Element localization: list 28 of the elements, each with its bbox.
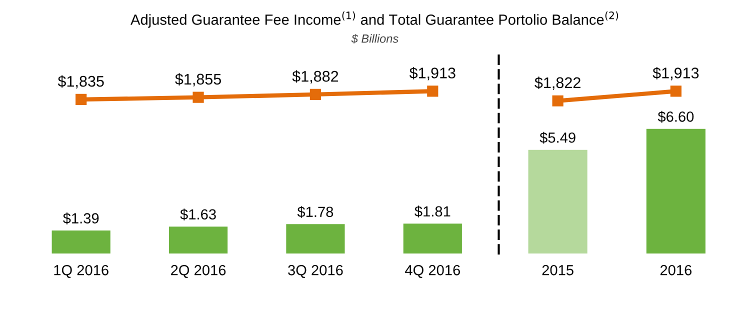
data-label: $1,882 [292,70,338,84]
point [310,88,322,100]
data-label: $1,835 [58,75,104,89]
data-label: $1.78 [297,206,334,218]
x-tick-label: 2016 [660,264,692,276]
bar [52,230,110,254]
x-tick-label: 2Q 2016 [171,264,226,278]
bar [286,224,345,254]
x-tick-label: 3Q 2016 [288,264,343,278]
point [76,94,87,106]
data-label: $6.60 [658,110,694,123]
point [427,86,438,97]
data-label: $1,913 [409,66,456,80]
chart-subtitle: $ Billions [351,34,398,44]
chart-title: Adjusted Guarantee Fee Income$^{(1)}$ and Total Guarantee Portolio Balance$^{(2)}$ [130,11,618,28]
point [192,92,204,103]
bar [403,224,462,254]
data-label: $1.39 [63,212,99,224]
data-label: $1.81 [414,206,450,218]
data-label: $5.49 [540,132,576,144]
data-label: $1,913 [652,66,699,80]
data-label: $1,855 [175,73,222,86]
data-label: $1,822 [534,76,580,90]
x-tick-label: 4Q 2016 [405,264,460,278]
x-tick-label: 2015 [542,264,574,276]
bar [168,226,228,254]
data-label: $1.63 [180,208,216,220]
x-tick-label: 1Q 2016 [54,264,108,278]
